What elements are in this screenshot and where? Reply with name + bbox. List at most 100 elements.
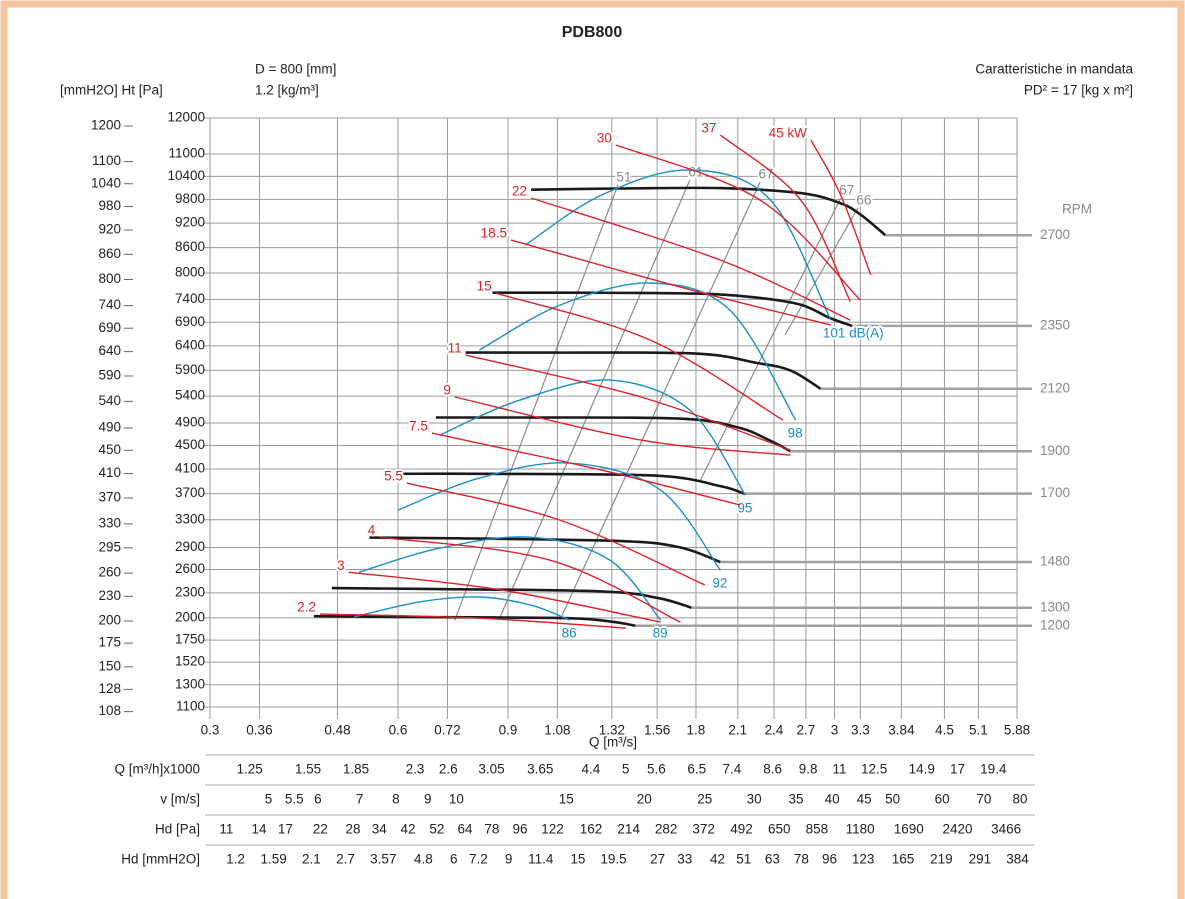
power-label: 11 (448, 341, 462, 356)
y-tick-label: 3700 (175, 485, 205, 500)
scale-label: Q [m³/h]x1000 (114, 762, 200, 777)
x-tick-label: 1.32 (599, 723, 625, 738)
scale-tick-label: 11 (219, 822, 233, 837)
power-label: 22 (512, 184, 527, 199)
scale-tick-label: 15 (559, 792, 574, 807)
power-curve (530, 197, 851, 321)
y2-tick-label: 370 (98, 490, 121, 505)
scale-tick-label: 2.6 (439, 762, 458, 777)
y-tick-label: 9200 (175, 215, 205, 230)
y-tick-label: 7400 (175, 291, 205, 306)
scale-tick-label: 40 (825, 792, 840, 807)
scale-tick-label: 17 (950, 762, 965, 777)
efficiency-line (498, 179, 691, 621)
scale-tick-label: 123 (852, 852, 875, 867)
noise-curve (353, 596, 570, 621)
rpm-value: 1300 (1040, 599, 1070, 614)
annotation: D = 800 [mm] (255, 62, 336, 77)
scale-tick-label: 2.3 (406, 762, 425, 777)
y2-tick-label: 1200 (91, 118, 121, 133)
y-tick-label: 9800 (175, 191, 205, 206)
y2-tick-label: 128 (98, 681, 121, 696)
scale-tick-label: 96 (822, 852, 837, 867)
y2-tick-label: 980 (98, 198, 121, 213)
x-tick-label: 0.72 (434, 723, 460, 738)
scale-tick-label: 78 (484, 822, 499, 837)
x-tick-label: 2.7 (797, 723, 816, 738)
speed-curve (531, 186, 887, 237)
scale-tick-label: 8 (392, 792, 400, 807)
scale-tick-label: 3466 (991, 822, 1021, 837)
scale-tick-label: 291 (969, 852, 992, 867)
power-curve (348, 571, 661, 623)
y2-tick-label: 230 (98, 588, 121, 603)
y-tick-label: 4900 (175, 415, 205, 430)
efficiency-label: 67 (759, 167, 774, 182)
scale-tick-label: 50 (885, 792, 900, 807)
efficiency-label: 61 (688, 165, 703, 180)
power-label: 15 (477, 279, 492, 294)
scale-tick-label: 6 (450, 852, 458, 867)
noise-label: 101 dB(A) (823, 326, 884, 341)
efficiency-line (454, 184, 619, 621)
efficiency-label: 51 (616, 170, 631, 185)
power-label: 9 (443, 383, 451, 398)
scale-tick-label: 60 (935, 792, 950, 807)
scale-tick-label: 492 (730, 822, 753, 837)
power-curve (810, 139, 872, 276)
scale-tick-label: 96 (513, 822, 528, 837)
x-tick-label: 3 (831, 723, 839, 738)
y-tick-label: 1300 (175, 676, 205, 691)
scale-tick-label: 45 (857, 792, 872, 807)
scale-tick-label: 42 (710, 852, 725, 867)
noise-label: 86 (562, 626, 577, 641)
rpm-value: 2120 (1040, 380, 1070, 395)
y2-tick-label: 490 (98, 420, 121, 435)
y-tick-label: 2600 (175, 561, 205, 576)
x-tick-label: 1.8 (687, 723, 706, 738)
x-tick-label: 3.3 (851, 723, 870, 738)
scale-tick-label: 1.85 (343, 762, 369, 777)
y2-tick-label: 860 (98, 246, 121, 261)
scale-label: Hd [Pa] (155, 822, 200, 837)
y2-tick-label: 330 (98, 515, 121, 530)
y2-tick-label: 108 (98, 703, 121, 718)
scale-label: v [m/s] (160, 792, 200, 807)
scale-tick-label: 80 (1013, 792, 1028, 807)
scale-tick-label: 64 (458, 822, 474, 837)
power-curve (510, 239, 831, 326)
y-tick-label: 2900 (175, 539, 205, 554)
rpm-value: 2350 (1040, 317, 1070, 332)
x-tick-label: 5.88 (1004, 723, 1030, 738)
annotation: 1.2 [kg/m³] (255, 83, 319, 98)
scale-tick-label: 12.5 (861, 762, 887, 777)
noise-curve (439, 379, 746, 496)
power-curve (431, 432, 741, 506)
power-label: 5.5 (384, 469, 403, 484)
scale-tick-label: 2420 (942, 822, 972, 837)
efficiency-line (784, 207, 859, 336)
noise-label: 98 (788, 426, 803, 441)
scale-tick-label: 372 (692, 822, 715, 837)
scale-label: Hd [mmH2O] (121, 852, 200, 867)
y2-tick-label: 200 (98, 613, 121, 628)
scale-tick-label: 78 (794, 852, 809, 867)
scale-tick-label: 7.4 (723, 762, 742, 777)
scale-tick-label: 1.25 (237, 762, 263, 777)
speed-curve (435, 416, 791, 453)
y2-tick-label: 920 (98, 222, 121, 237)
scale-tick-label: 2.7 (336, 852, 355, 867)
noise-curve (358, 536, 662, 621)
y2-tick-label: 690 (98, 320, 121, 335)
scale-tick-label: 22 (313, 822, 328, 837)
power-label: 3 (337, 558, 345, 573)
y2-tick-label: 540 (98, 393, 121, 408)
x-tick-label: 0.3 (201, 723, 220, 738)
rpm-value: 1480 (1040, 554, 1070, 569)
scale-tick-label: 5 (622, 762, 630, 777)
y-tick-label: 6400 (175, 337, 205, 352)
rpm-value: 1700 (1040, 485, 1070, 500)
y2-tick-label: 295 (98, 539, 121, 554)
power-label: 45 kW (769, 126, 808, 141)
power-label: 30 (597, 131, 612, 146)
